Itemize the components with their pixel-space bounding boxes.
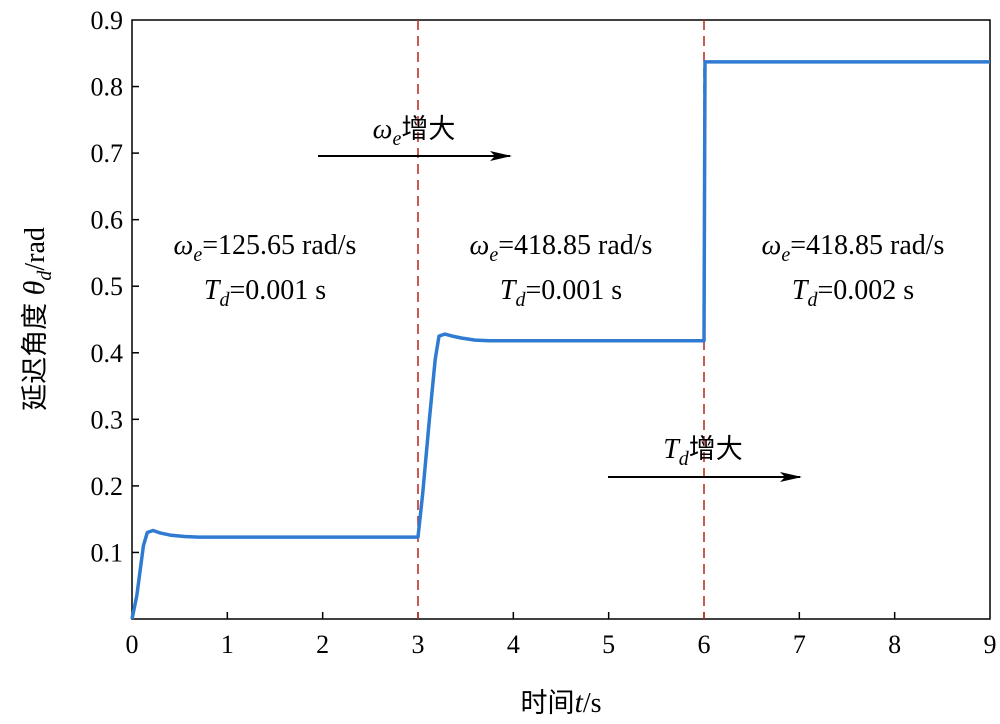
x-tick-label: 5 [602,630,615,659]
annotation-td-2: Td=0.001 s [500,275,622,311]
annotation-regime-1: ωe=125.65 rad/s Td=0.001 s [174,230,357,311]
arrow-annotation-omega: ωe增大 [318,114,512,161]
annotation-td-3: Td=0.002 s [792,275,914,311]
y-axis-title: 延迟角度 θd/rad [18,227,56,411]
arrow-annotation-td: Td增大 [608,434,802,482]
annotation-omega-3: ωe=418.85 rad/s [762,230,945,266]
y-tick-label: 0.5 [91,272,124,301]
x-tick-label: 8 [888,630,901,659]
x-tick-label: 4 [507,630,520,659]
x-tick-label: 0 [126,630,139,659]
annotation-omega-1: ωe=125.65 rad/s [174,230,357,266]
arrow-label-td: Td增大 [663,434,743,470]
axis-ticks [132,85,896,619]
y-tick-label: 0.7 [91,139,124,168]
series-group [130,60,990,620]
x-axis-title: 时间t/s [520,686,601,719]
annotation-td-1: Td=0.001 s [204,275,326,311]
y-tick-label: 0.3 [91,405,124,434]
y-tick-label: 0.8 [91,73,124,102]
arrow-label-omega: ωe增大 [373,114,456,150]
annotation-regime-2: ωe=418.85 rad/s Td=0.001 s [470,230,653,311]
y-tick-label: 0.2 [91,472,124,501]
annotation-omega-2: ωe=418.85 rad/s [470,230,653,266]
y-tick-label: 0.1 [91,538,124,567]
annotation-regime-3: ωe=418.85 rad/s Td=0.002 s [762,230,945,311]
x-tick-label: 9 [984,630,997,659]
x-tick-label: 6 [698,630,711,659]
tick-labels: 0 1 2 3 4 5 6 7 8 9 0.1 0.2 0.3 0.4 0.5 0.6 0.7 0.8 0.9 [91,6,997,659]
y-tick-label: 0.9 [91,6,124,35]
series-line [130,60,990,620]
x-tick-label: 3 [412,630,425,659]
regime-dividers [417,20,705,619]
y-tick-label: 0.4 [91,339,124,368]
y-tick-label: 0.6 [91,206,124,235]
x-tick-label: 7 [793,630,806,659]
plot-area [131,19,991,620]
x-tick-label: 2 [316,630,329,659]
x-tick-label: 1 [221,630,234,659]
